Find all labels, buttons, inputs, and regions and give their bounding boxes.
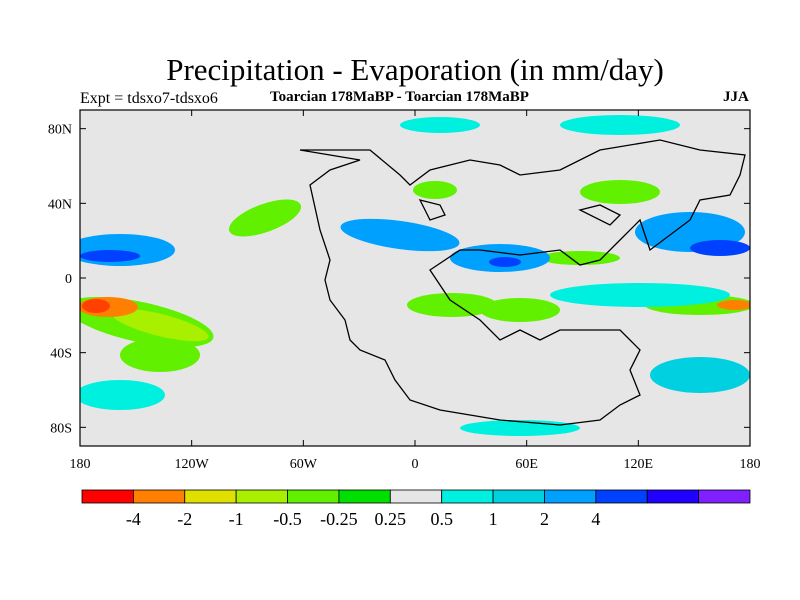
field-shading xyxy=(80,115,750,436)
colorbar-label: -0.5 xyxy=(273,509,302,529)
x-tick-label: 60E xyxy=(515,457,538,472)
x-tick-label: 180 xyxy=(740,457,761,472)
colorbar-label: -0.25 xyxy=(320,509,358,529)
colorbar-swatch xyxy=(646,489,700,504)
colorbar-label: -4 xyxy=(126,509,141,529)
colorbar-label: -2 xyxy=(177,509,192,529)
x-tick-label: 60W xyxy=(290,457,318,472)
coastlines xyxy=(299,139,746,426)
colorbar-swatch xyxy=(184,489,237,504)
colorbar-swatch xyxy=(544,489,597,504)
colorbar-swatch xyxy=(132,489,186,504)
experiment-label: Expt = tdsxo7-tdsxo6 xyxy=(80,90,218,107)
y-tick-label: 80N xyxy=(48,123,72,138)
colorbar-swatch xyxy=(595,489,648,504)
y-tick-label: 40S xyxy=(50,347,72,362)
colorbar-label: 1 xyxy=(489,509,498,529)
colorbar-swatch xyxy=(698,489,751,504)
y-axis: 80N 40N 0 40S 80S xyxy=(48,123,750,436)
chart-title: Precipitation - Evaporation (in mm/day) xyxy=(166,52,664,87)
map-background xyxy=(80,110,750,446)
y-tick-label: 40N xyxy=(48,197,72,212)
colorbar-label: -1 xyxy=(229,509,244,529)
x-tick-label: 0 xyxy=(412,457,419,472)
colorbar: -4 -2 -1 -0.5 -0.25 0.25 0.5 1 2 4 xyxy=(81,489,751,529)
colorbar-label: 0.5 xyxy=(430,509,453,529)
colorbar-swatch xyxy=(235,489,288,504)
period-subtitle: Toarcian 178MaBP - Toarcian 178MaBP xyxy=(270,89,529,105)
x-tick-label: 120W xyxy=(175,457,210,472)
colorbar-swatch xyxy=(492,489,545,504)
colorbar-swatch xyxy=(338,489,391,504)
colorbar-label: 2 xyxy=(540,509,549,529)
colorbar-label: 0.25 xyxy=(375,509,407,529)
colorbar-swatch xyxy=(441,489,494,504)
y-tick-label: 80S xyxy=(50,421,72,436)
colorbar-swatch xyxy=(81,489,134,504)
x-tick-label: 180 xyxy=(70,457,91,472)
x-axis: 180 120W 60W 0 60E 120E 180 xyxy=(70,110,761,472)
colorbar-swatch xyxy=(287,489,340,504)
season-label: JJA xyxy=(723,89,749,105)
colorbar-label: 4 xyxy=(591,509,600,529)
colorbar-swatch xyxy=(389,489,443,504)
x-tick-label: 120E xyxy=(624,457,654,472)
y-tick-label: 0 xyxy=(65,272,72,287)
